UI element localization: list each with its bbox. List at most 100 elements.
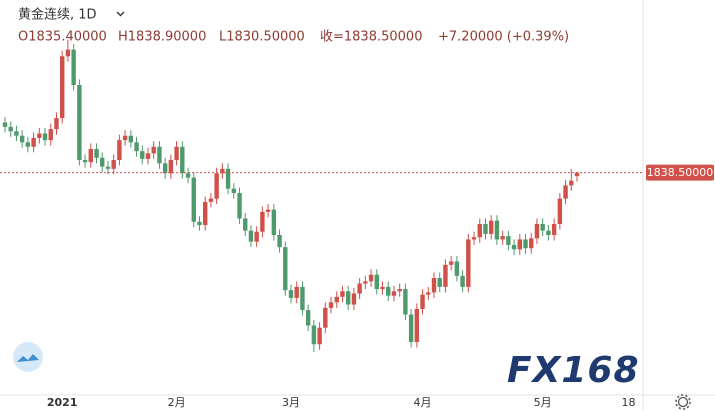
candle-body <box>71 49 76 85</box>
candle-body <box>231 188 236 194</box>
candle-body <box>471 237 477 240</box>
candle <box>460 270 465 293</box>
candle <box>128 130 134 148</box>
candle <box>71 44 76 91</box>
candle-body <box>2 122 8 127</box>
candle-body <box>397 289 402 292</box>
candle <box>60 50 65 124</box>
candle <box>534 218 540 244</box>
candle-body <box>208 198 214 202</box>
candle-body <box>574 172 580 177</box>
candle-body <box>82 159 88 163</box>
candle <box>397 283 402 297</box>
candle <box>420 289 425 315</box>
candle <box>551 218 557 241</box>
candle <box>500 230 505 245</box>
candle-body <box>511 244 517 250</box>
candle <box>214 167 219 205</box>
candle-body <box>300 286 305 311</box>
candle <box>31 132 36 153</box>
ohlc-value: L1830.50000 <box>219 30 305 45</box>
candle <box>231 183 236 199</box>
candle <box>357 278 362 300</box>
candle <box>523 233 528 254</box>
candle-body <box>19 135 25 143</box>
candle <box>208 193 214 208</box>
candle-body <box>460 275 465 287</box>
candle-body <box>145 153 151 159</box>
candle-body <box>414 308 420 343</box>
candle-body <box>346 291 351 305</box>
candle <box>157 141 162 169</box>
candle <box>88 143 93 168</box>
candle-body <box>294 286 299 298</box>
candle-body <box>546 230 551 236</box>
interval-chevron[interactable] <box>116 11 125 17</box>
candle-body <box>191 177 196 222</box>
candle <box>151 141 156 159</box>
candle-body <box>323 307 328 328</box>
candle-body <box>529 238 534 249</box>
candle-body <box>368 274 374 282</box>
candle <box>511 239 517 255</box>
candle <box>300 281 305 316</box>
candle <box>574 172 580 182</box>
candle-body <box>408 314 414 343</box>
candle-body <box>448 261 454 265</box>
candle <box>363 275 368 290</box>
candle-body <box>443 264 448 287</box>
candle <box>374 269 379 295</box>
candle <box>277 229 282 253</box>
last-price-label: 1838.50000 <box>647 166 713 179</box>
candle-body <box>105 166 111 169</box>
candle-body <box>489 220 494 234</box>
candle <box>65 39 71 62</box>
candle-body <box>197 221 202 226</box>
candle-body <box>454 261 460 276</box>
candle-body <box>65 49 71 57</box>
candle <box>117 134 122 166</box>
watermark: FX168 <box>507 350 640 391</box>
candle-body <box>391 291 397 296</box>
candle <box>134 136 139 157</box>
candle-body <box>500 236 505 240</box>
candle-body <box>426 292 431 295</box>
candle-body <box>265 209 271 212</box>
candle <box>477 218 482 243</box>
candle-body <box>494 220 500 240</box>
candle <box>540 218 545 237</box>
candle <box>414 303 420 348</box>
candle-body <box>237 193 242 219</box>
candle-body <box>220 168 225 174</box>
candle-body <box>111 159 116 169</box>
symbol-title[interactable]: 黄金连续, 1D <box>18 7 97 23</box>
candle <box>317 322 322 350</box>
candle <box>328 296 334 314</box>
candle-body <box>477 223 482 238</box>
candle-body <box>311 325 317 345</box>
candle-body <box>248 230 254 242</box>
candle <box>19 130 25 148</box>
candle <box>271 204 277 241</box>
candle <box>77 79 82 166</box>
candle <box>82 154 88 168</box>
icon-wave <box>17 354 39 362</box>
candle-body <box>37 133 42 138</box>
x-tick-label: 2021 <box>47 396 78 409</box>
candle <box>403 283 408 320</box>
candle-body <box>437 278 442 287</box>
candle-body <box>506 236 511 245</box>
candle <box>529 232 534 254</box>
candle <box>111 154 116 175</box>
candle-body <box>48 129 53 141</box>
gear-ring <box>677 396 689 408</box>
candle-body <box>569 180 574 186</box>
candle <box>283 241 288 296</box>
candle <box>546 225 551 241</box>
data-source-icon[interactable] <box>13 342 43 372</box>
candle <box>42 127 48 146</box>
candle-body <box>551 223 557 236</box>
candle <box>191 172 196 228</box>
settings-icon[interactable] <box>675 394 691 410</box>
